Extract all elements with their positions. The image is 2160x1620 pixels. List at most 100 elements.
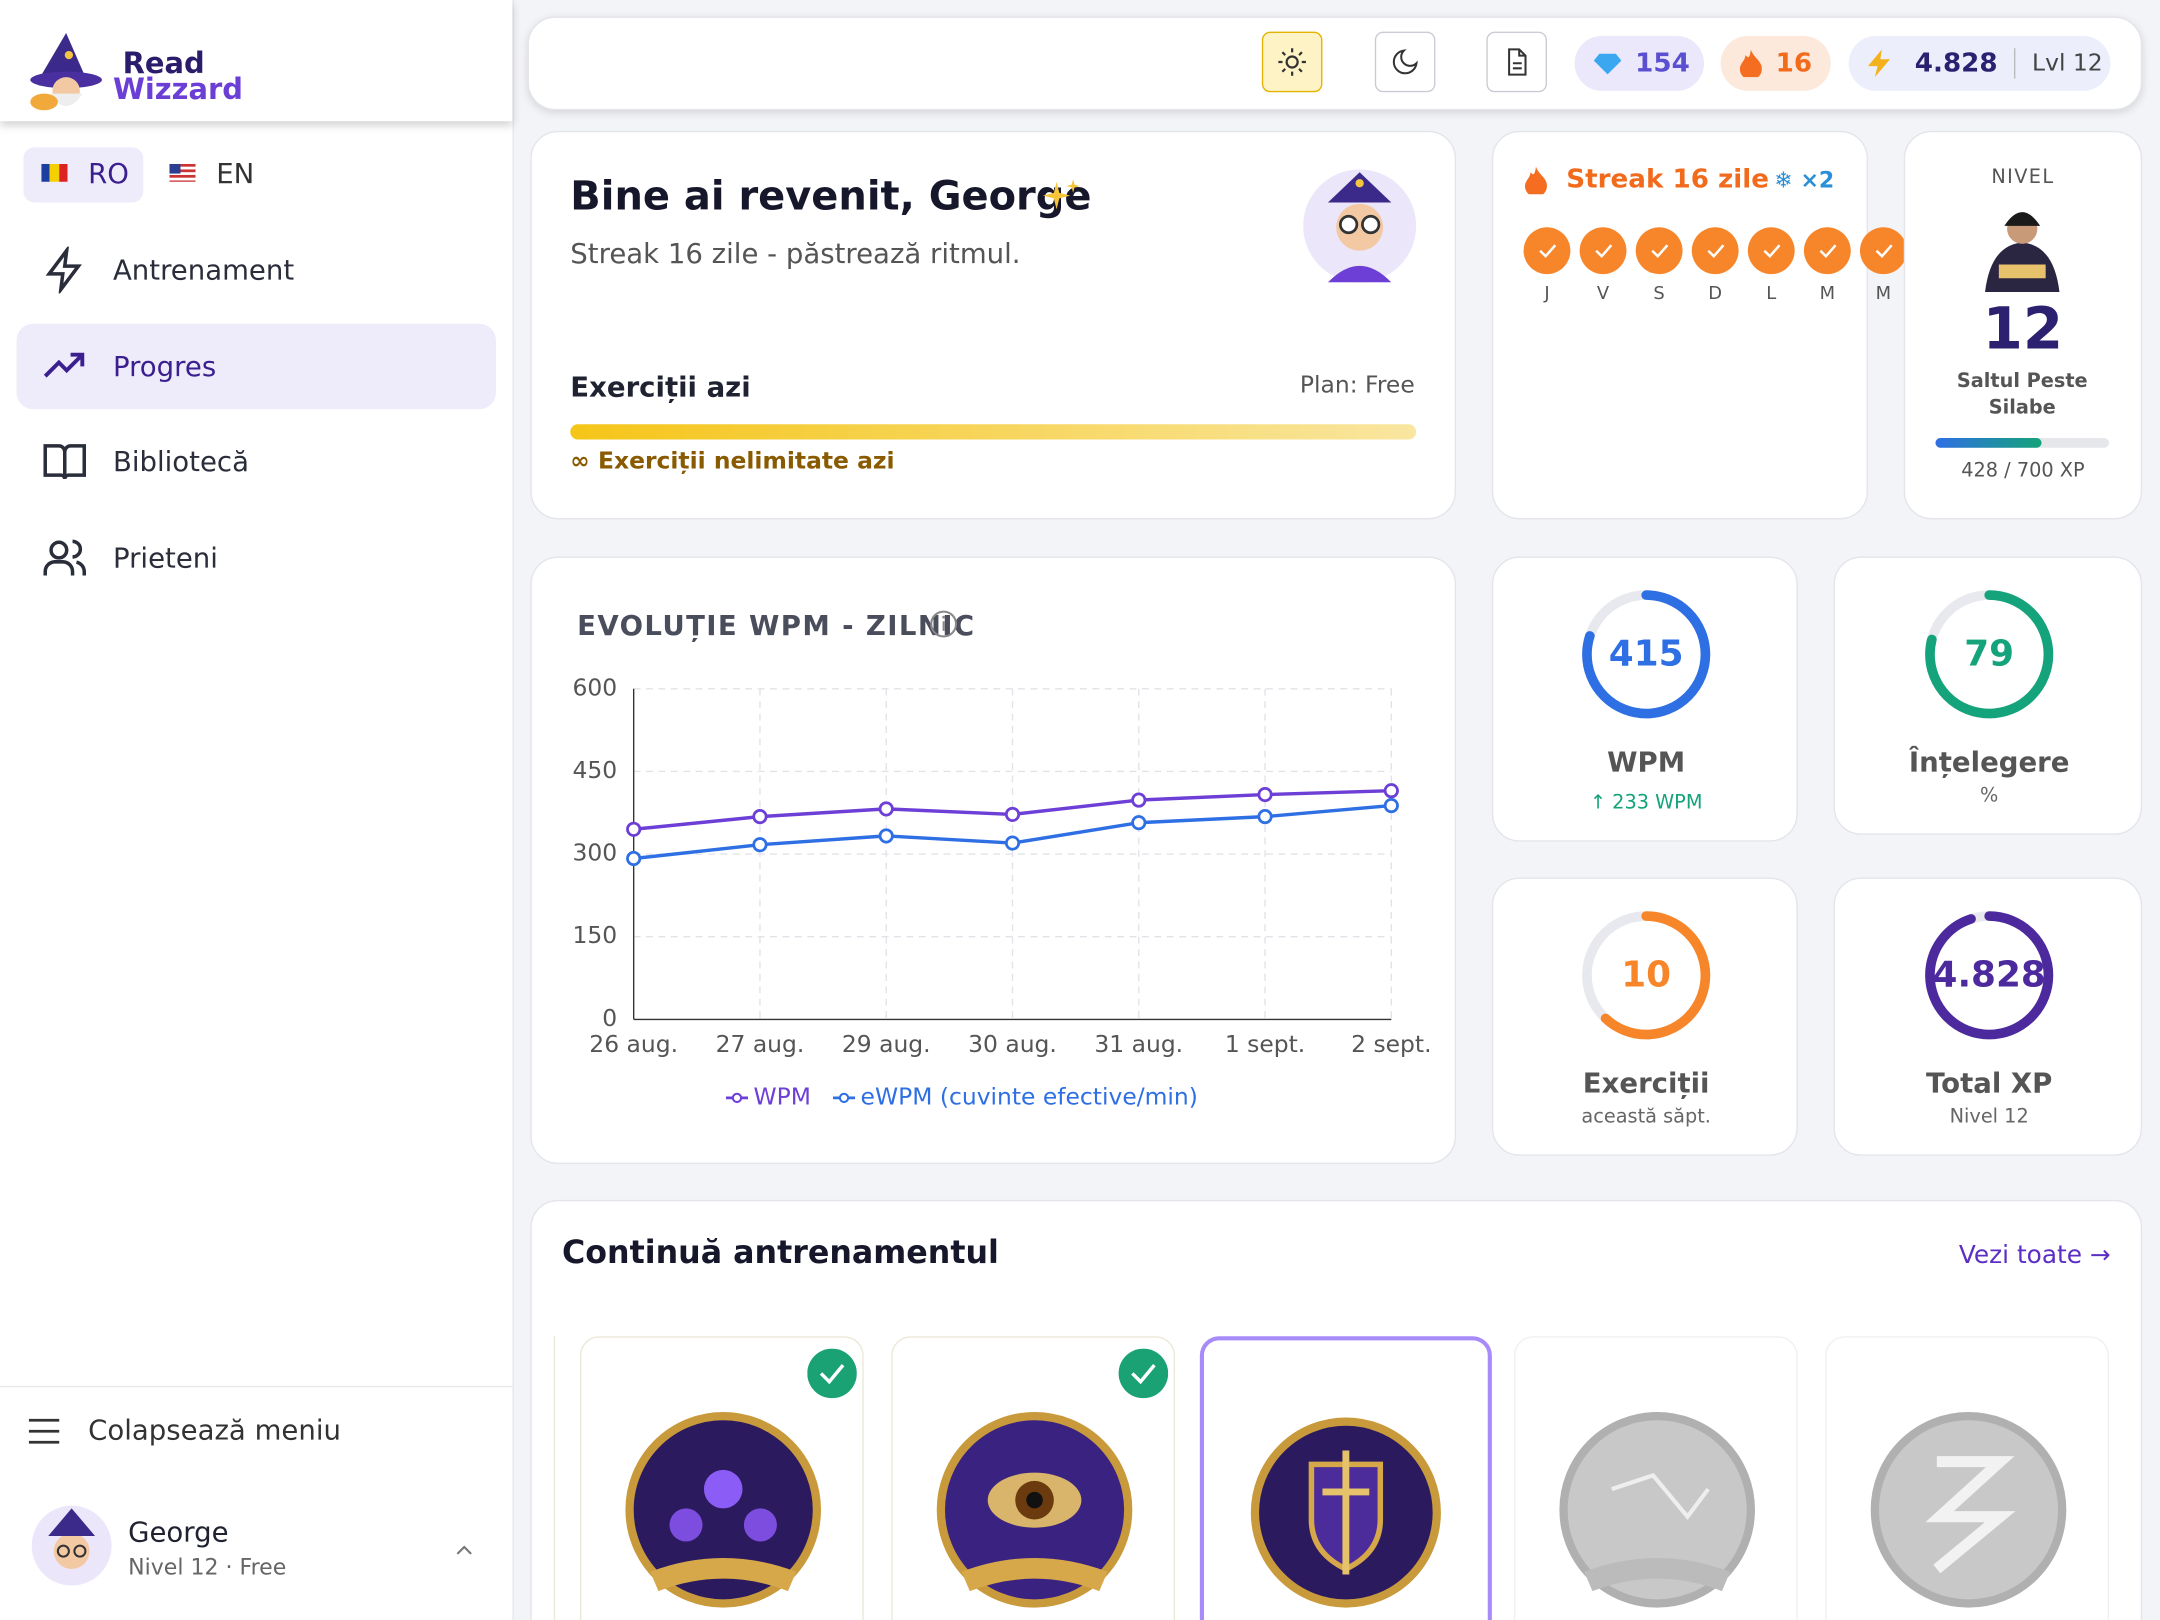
icon-document bbox=[1508, 48, 1527, 76]
logo-bar: Read Wizzard bbox=[0, 0, 513, 122]
icon-moon bbox=[1392, 49, 1418, 75]
welcome-title: Bine ai revenit, George bbox=[570, 172, 1092, 220]
nav-item[interactable]: Bibliotecă bbox=[17, 419, 496, 504]
streak-check bbox=[1707, 244, 1725, 259]
gems-pill[interactable]: 154 bbox=[1574, 35, 1705, 91]
emblem-card-locked[interactable] bbox=[1513, 1336, 1798, 1620]
level-badge: Lvl 12 bbox=[2032, 49, 2103, 78]
icon-bolt bbox=[45, 246, 82, 294]
user-name: George bbox=[128, 1515, 229, 1549]
xp-current: 428 bbox=[1961, 460, 1999, 483]
legend-swatch-point bbox=[838, 1092, 850, 1104]
x-tick-label: 30 aug. bbox=[968, 1030, 1057, 1058]
nav-item[interactable]: Antrenament bbox=[17, 227, 496, 312]
logo-text-2: Wizzard bbox=[112, 73, 243, 107]
emblem bbox=[936, 1411, 1133, 1608]
fire-pill[interactable]: 16 bbox=[1720, 35, 1831, 91]
nav-item[interactable]: Progres bbox=[16, 323, 496, 410]
nav-label[interactable]: Progres bbox=[112, 349, 217, 383]
icon-info[interactable] bbox=[930, 610, 958, 638]
emblem-card-locked[interactable] bbox=[1825, 1336, 2110, 1620]
emblem-card[interactable] bbox=[579, 1336, 864, 1620]
welcome-subtitle: Streak 16 zile - păstrează ritmul. bbox=[570, 236, 1021, 270]
icon-chevron[interactable] bbox=[455, 1543, 474, 1557]
emblem-card-current[interactable] bbox=[1199, 1336, 1492, 1620]
icon-infinity: ∞ bbox=[570, 447, 598, 476]
streak-day-circle bbox=[1803, 227, 1851, 275]
x-tick-label: 26 aug. bbox=[589, 1030, 678, 1058]
exercises-label: Exerciții azi bbox=[570, 370, 751, 404]
streak-day-circle bbox=[1579, 227, 1627, 275]
document-button[interactable] bbox=[1486, 31, 1547, 93]
stat-note: % bbox=[1980, 785, 1999, 808]
stat-ring: 10 bbox=[1582, 911, 1711, 1040]
legend-label: eWPM (cuvinte efective/min) bbox=[861, 1082, 1198, 1110]
series-point bbox=[1257, 786, 1273, 803]
streak-check bbox=[1875, 244, 1893, 259]
stat-value: 4.828 bbox=[1933, 955, 2046, 996]
icon-bolt-xp bbox=[1867, 49, 1890, 78]
lang-ro[interactable]: RO bbox=[88, 157, 129, 191]
collapse-menu[interactable]: Colapsează meniu bbox=[88, 1413, 341, 1447]
completed-check bbox=[807, 1348, 857, 1399]
welcome-card bbox=[530, 130, 1457, 520]
stat-ring: 415 bbox=[1582, 590, 1711, 719]
x-tick-label: 2 sept. bbox=[1351, 1030, 1431, 1058]
series-point bbox=[626, 821, 642, 837]
legend-swatch-point bbox=[731, 1092, 743, 1104]
sidebar: Read Wizzard RO EN Antrenament Progres B… bbox=[0, 0, 514, 1620]
level-name: Saltul Peste Silabe bbox=[1956, 370, 2088, 419]
icon-users bbox=[43, 539, 87, 576]
streak-day-circle bbox=[1691, 227, 1739, 275]
y-tick-label: 300 bbox=[572, 839, 617, 867]
completed-check bbox=[1118, 1348, 1169, 1399]
nav-label[interactable]: Bibliotecă bbox=[112, 444, 249, 479]
legend-item: eWPM (cuvinte efective/min) bbox=[833, 1082, 1198, 1110]
stat-card: 79 Înțelegere% bbox=[1833, 556, 2143, 835]
ring-progress bbox=[1925, 911, 2054, 1040]
nav-label[interactable]: Antrenament bbox=[112, 253, 295, 287]
streak-check bbox=[1539, 244, 1557, 259]
stat-label: Înțelegere bbox=[1908, 745, 2070, 779]
xp-pill[interactable]: 4.828 Lvl 12 bbox=[1848, 35, 2111, 91]
series-point bbox=[1383, 798, 1399, 814]
emblem bbox=[1250, 1417, 1441, 1608]
streak-day-label: M bbox=[1820, 283, 1835, 304]
emblem-card[interactable] bbox=[891, 1336, 1176, 1620]
nav-item[interactable]: Prieteni bbox=[17, 515, 496, 600]
icon-fire bbox=[1524, 166, 1547, 195]
level-label: NIVEL bbox=[1991, 166, 2055, 189]
streak-day-circle bbox=[1635, 227, 1683, 275]
theme-dark-button[interactable] bbox=[1374, 31, 1436, 93]
stat-label: WPM bbox=[1607, 745, 1686, 779]
streak-day-label: S bbox=[1653, 283, 1664, 304]
icon-fire bbox=[1739, 49, 1762, 78]
series-point bbox=[752, 837, 768, 853]
xp-count: 4.828 bbox=[1914, 48, 1998, 79]
y-tick-label: 450 bbox=[572, 756, 617, 784]
chart-card bbox=[530, 556, 1457, 1165]
gems-count: 154 bbox=[1635, 48, 1690, 79]
lang-en[interactable]: EN bbox=[216, 157, 255, 191]
emblem-locked bbox=[1870, 1411, 2067, 1608]
streak-day-label: L bbox=[1766, 283, 1776, 304]
separator bbox=[2014, 48, 2016, 79]
streak-check bbox=[1819, 244, 1837, 259]
stat-value: 10 bbox=[1621, 955, 1671, 996]
icon-menu[interactable] bbox=[28, 1416, 61, 1446]
x-tick-label: 29 aug. bbox=[842, 1030, 931, 1058]
series-point bbox=[626, 850, 642, 867]
y-tick-label: 150 bbox=[572, 921, 617, 949]
stat-value: 415 bbox=[1609, 634, 1684, 675]
stat-note: ↑ 233 WPM bbox=[1589, 792, 1703, 815]
theme-light-button[interactable] bbox=[1261, 31, 1323, 93]
stat-label: Total XP bbox=[1926, 1066, 2053, 1100]
stat-ring: 79 bbox=[1925, 590, 2054, 719]
streak-day-circle bbox=[1859, 227, 1906, 275]
see-all-link[interactable]: Vezi toate → bbox=[1958, 1241, 2111, 1271]
streak-day-label: M bbox=[1876, 283, 1891, 304]
nav-label[interactable]: Prieteni bbox=[112, 541, 218, 575]
ring-progress bbox=[1582, 590, 1711, 719]
logo-text-1: Read bbox=[122, 46, 205, 80]
